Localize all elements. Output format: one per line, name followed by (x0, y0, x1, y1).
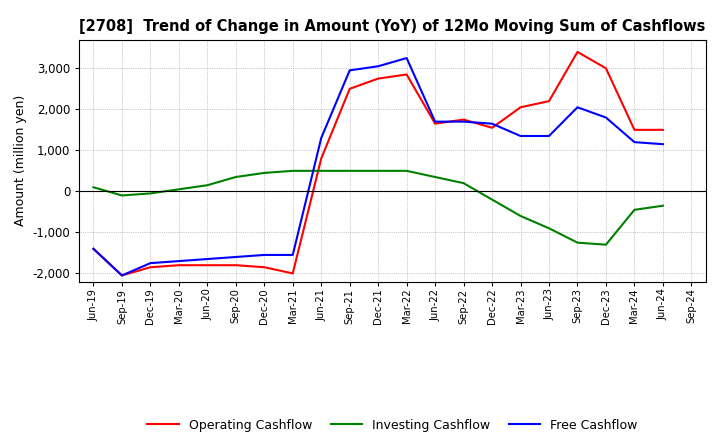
Operating Cashflow (516, 105, 525, 110)
Operating Cashflow (602, 66, 611, 71)
Free Cashflow (459, 119, 468, 124)
Investing Cashflow (146, 191, 155, 196)
Free Cashflow (374, 64, 382, 69)
Free Cashflow (431, 119, 439, 124)
Free Cashflow (630, 139, 639, 145)
Operating Cashflow (346, 86, 354, 92)
Investing Cashflow (174, 187, 183, 192)
Free Cashflow (89, 246, 98, 251)
Operating Cashflow (317, 156, 325, 161)
Operating Cashflow (431, 121, 439, 126)
Line: Investing Cashflow: Investing Cashflow (94, 171, 663, 245)
Operating Cashflow (260, 264, 269, 270)
Free Cashflow (117, 273, 126, 278)
Investing Cashflow (630, 207, 639, 213)
Line: Operating Cashflow: Operating Cashflow (94, 52, 663, 275)
Free Cashflow (545, 133, 554, 139)
Investing Cashflow (117, 193, 126, 198)
Free Cashflow (346, 68, 354, 73)
Operating Cashflow (630, 127, 639, 132)
Investing Cashflow (459, 180, 468, 186)
Investing Cashflow (402, 168, 411, 173)
Free Cashflow (602, 115, 611, 120)
Operating Cashflow (289, 271, 297, 276)
Free Cashflow (573, 105, 582, 110)
Investing Cashflow (573, 240, 582, 245)
Free Cashflow (260, 252, 269, 257)
Free Cashflow (659, 142, 667, 147)
Investing Cashflow (431, 174, 439, 180)
Operating Cashflow (374, 76, 382, 81)
Investing Cashflow (545, 226, 554, 231)
Operating Cashflow (659, 127, 667, 132)
Free Cashflow (232, 254, 240, 260)
Free Cashflow (146, 260, 155, 266)
Free Cashflow (402, 55, 411, 61)
Investing Cashflow (516, 213, 525, 219)
Line: Free Cashflow: Free Cashflow (94, 58, 663, 275)
Investing Cashflow (317, 168, 325, 173)
Operating Cashflow (459, 117, 468, 122)
Investing Cashflow (602, 242, 611, 247)
Operating Cashflow (402, 72, 411, 77)
Free Cashflow (317, 136, 325, 141)
Y-axis label: Amount (million yen): Amount (million yen) (14, 95, 27, 226)
Investing Cashflow (89, 185, 98, 190)
Operating Cashflow (117, 273, 126, 278)
Operating Cashflow (203, 263, 212, 268)
Investing Cashflow (374, 168, 382, 173)
Operating Cashflow (174, 263, 183, 268)
Investing Cashflow (346, 168, 354, 173)
Free Cashflow (487, 121, 496, 126)
Investing Cashflow (487, 197, 496, 202)
Legend: Operating Cashflow, Investing Cashflow, Free Cashflow: Operating Cashflow, Investing Cashflow, … (143, 414, 642, 436)
Investing Cashflow (659, 203, 667, 209)
Operating Cashflow (146, 264, 155, 270)
Operating Cashflow (89, 246, 98, 251)
Free Cashflow (289, 252, 297, 257)
Operating Cashflow (545, 99, 554, 104)
Operating Cashflow (573, 49, 582, 55)
Free Cashflow (516, 133, 525, 139)
Investing Cashflow (289, 168, 297, 173)
Free Cashflow (203, 257, 212, 262)
Operating Cashflow (487, 125, 496, 130)
Investing Cashflow (260, 170, 269, 176)
Operating Cashflow (232, 263, 240, 268)
Investing Cashflow (203, 183, 212, 188)
Free Cashflow (174, 258, 183, 264)
Investing Cashflow (232, 174, 240, 180)
Title: [2708]  Trend of Change in Amount (YoY) of 12Mo Moving Sum of Cashflows: [2708] Trend of Change in Amount (YoY) o… (79, 19, 706, 34)
